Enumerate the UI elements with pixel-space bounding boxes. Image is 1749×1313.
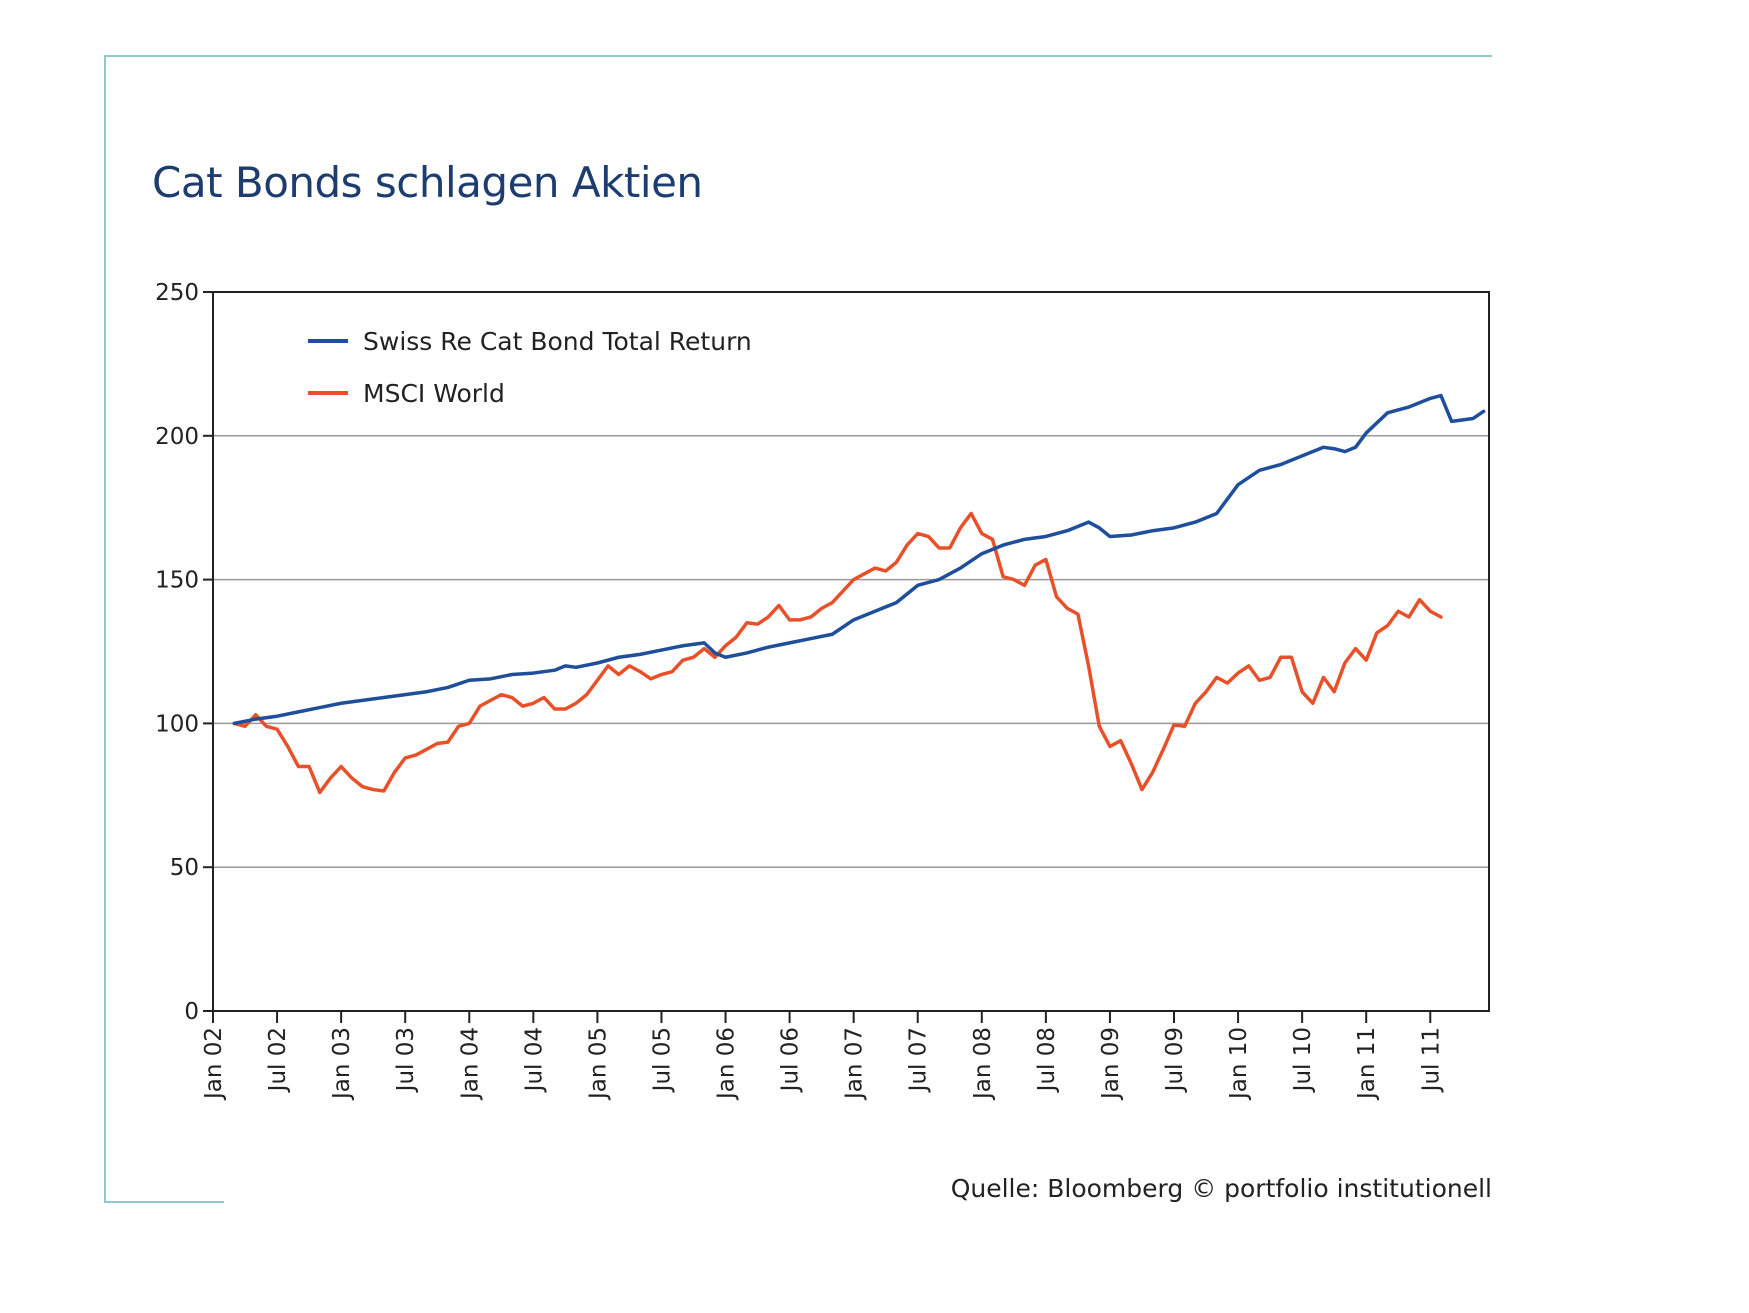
x-tick-label: Jan 03 [329, 1027, 355, 1101]
y-tick-label: 200 [155, 424, 199, 450]
x-tick-label: Jan 07 [842, 1027, 868, 1101]
x-tick-label: Jul 03 [393, 1027, 419, 1093]
x-tick-label: Jan 02 [201, 1027, 227, 1101]
x-tick-label: Jan 06 [714, 1027, 740, 1101]
series-line-0 [232, 393, 1486, 726]
y-tick-label: 0 [184, 999, 199, 1025]
legend-label-1: MSCI World [363, 379, 505, 408]
x-tick-label: Jul 10 [1290, 1027, 1316, 1093]
x-tick-label: Jul 08 [1034, 1027, 1060, 1093]
x-tick-label: Jan 09 [1098, 1027, 1124, 1101]
y-tick-label: 250 [155, 280, 199, 306]
x-tick-label: Jan 08 [970, 1027, 996, 1101]
x-tick-label: Jul 02 [265, 1027, 291, 1093]
x-tick-label: Jul 11 [1418, 1027, 1444, 1093]
x-tick-label: Jan 05 [585, 1027, 611, 1101]
frame-bottom-line [104, 1201, 224, 1203]
x-tick-label: Jul 09 [1162, 1027, 1188, 1093]
y-tick-label: 150 [155, 568, 199, 594]
x-tick-label: Jan 04 [457, 1027, 483, 1101]
x-tick-label: Jan 10 [1226, 1027, 1252, 1101]
frame-top-line [104, 55, 1492, 57]
frame-left-line [104, 55, 106, 1202]
series-line-1 [232, 511, 1443, 795]
chart-title: Cat Bonds schlagen Aktien [152, 158, 703, 207]
axes: 0 50 100 150 200 250 Jan 02 Jul 02 Jan 03 Jul 03 J… [155, 280, 1444, 1101]
x-tick-label: Jul 07 [906, 1027, 932, 1093]
x-tick-label: Jul 06 [778, 1027, 804, 1093]
y-tick-label: 100 [155, 711, 199, 737]
gridlines [213, 435, 1489, 868]
x-tick-label: Jul 04 [521, 1027, 547, 1093]
legend: Swiss Re Cat Bond Total Return MSCI World [308, 327, 752, 408]
series-lines [232, 393, 1486, 795]
plot-area-border [212, 291, 1490, 1012]
source-note: Quelle: Bloomberg © portfolio institutio… [950, 1174, 1492, 1203]
x-tick-label: Jan 11 [1354, 1027, 1380, 1101]
y-tick-label: 50 [170, 855, 199, 881]
legend-label-0: Swiss Re Cat Bond Total Return [363, 327, 752, 356]
x-tick-label: Jul 05 [649, 1027, 675, 1093]
